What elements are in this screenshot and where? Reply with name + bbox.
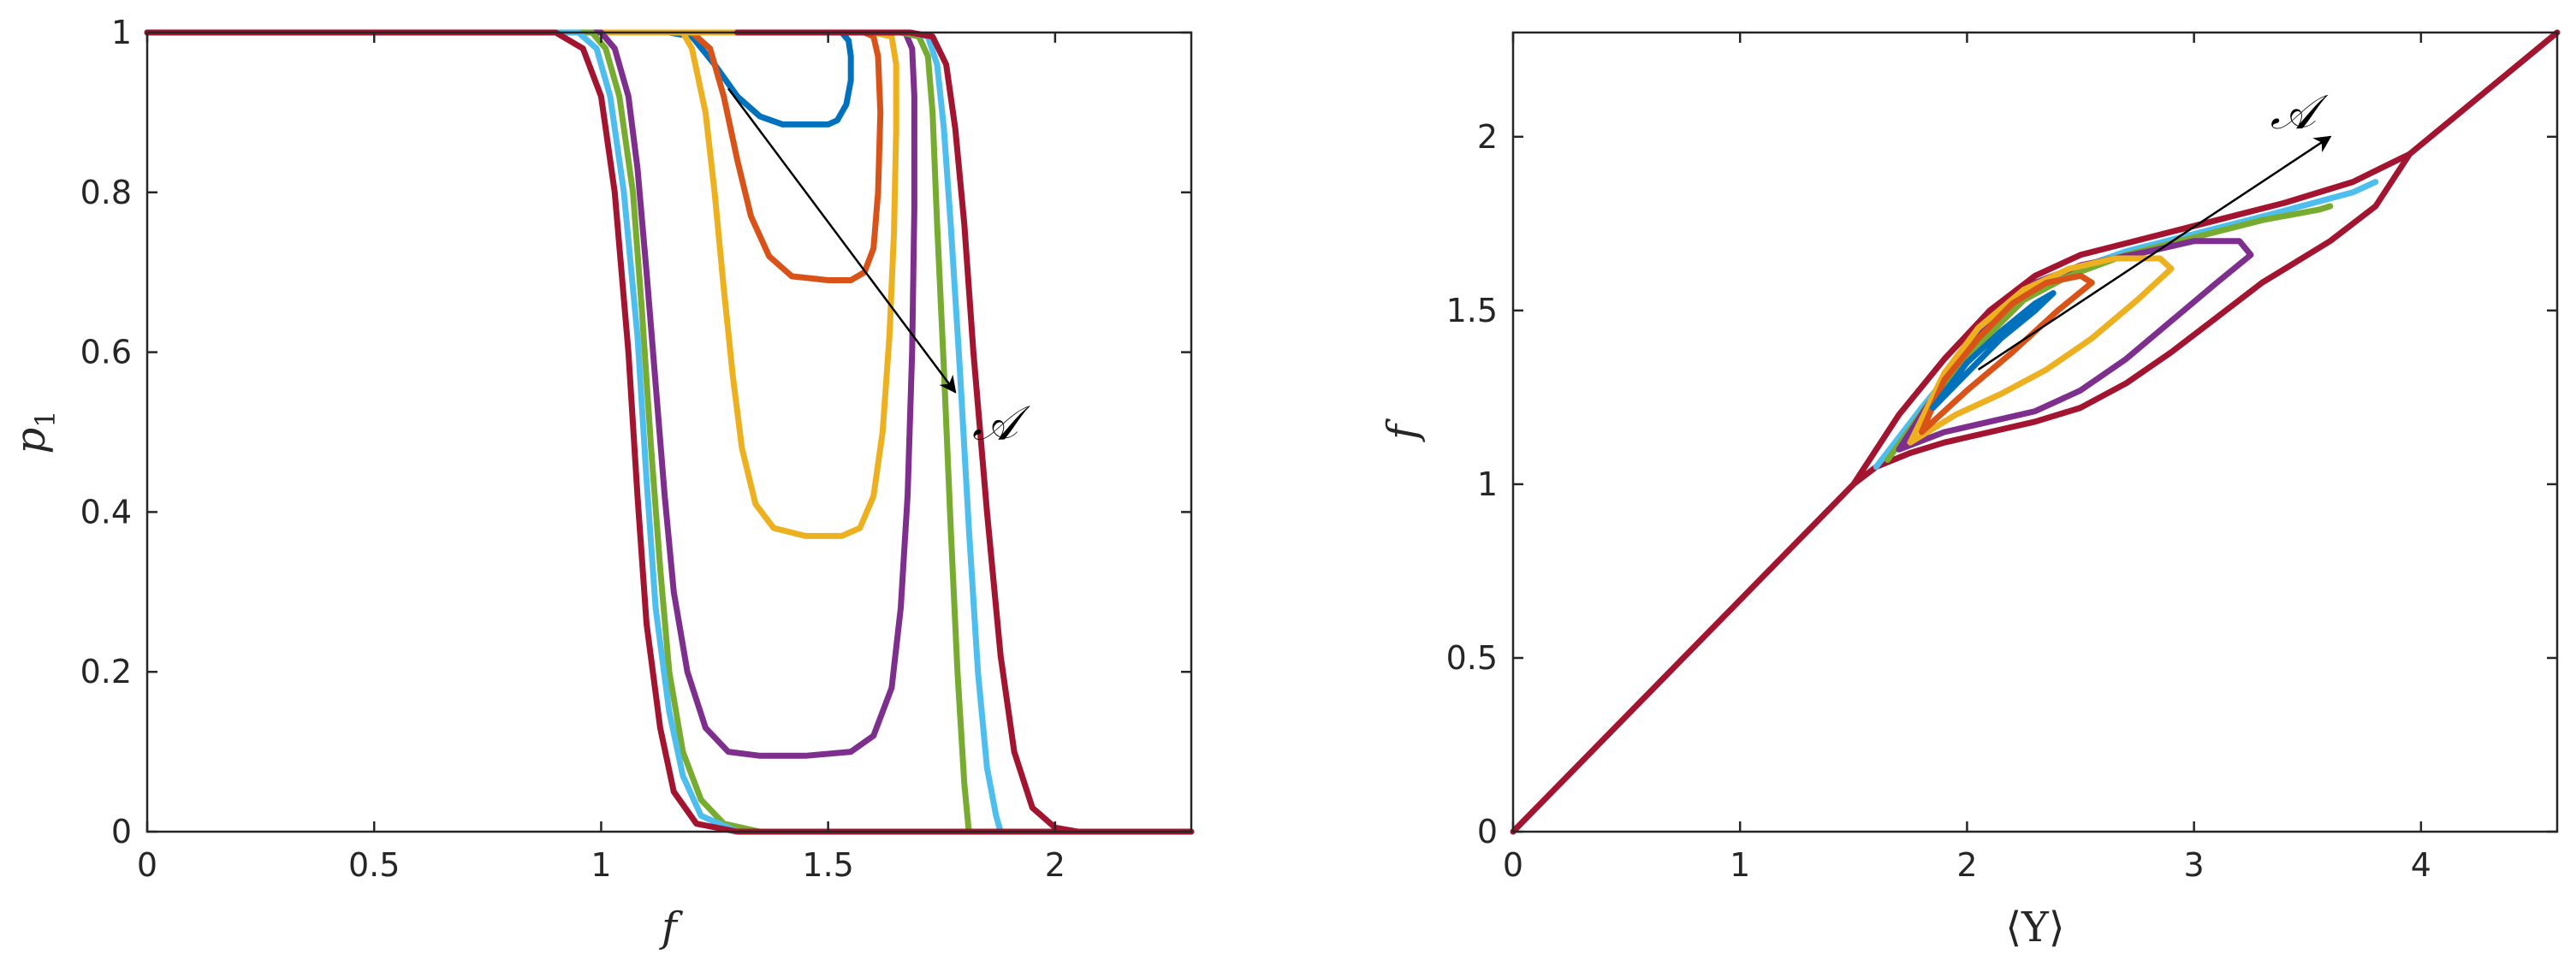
y-tick-label: 0.4 [80,493,132,530]
x-tick-label: 0 [1503,846,1523,884]
annotation-label: 𝒜 [972,395,1030,451]
series-line [1885,203,2334,463]
series-line [144,29,917,759]
x-tick-label: 2 [1956,846,1977,884]
x-axis-label: f [659,904,683,951]
y-axis-label: p1 [7,410,62,453]
x-tick-label: 2 [1045,846,1065,884]
annotation-arrow [1978,135,2332,370]
x-axis-label: ⟨Y⟩ [2005,904,2064,951]
y-axis-label-main: p [7,428,55,454]
y-tick-label: 0.5 [1446,639,1498,677]
y-tick-label: 0 [1477,813,1498,850]
x-tick-label: 1.5 [802,846,853,884]
x-tick-label: 0 [137,846,157,884]
series-line [144,29,972,835]
series-line [1873,179,2379,471]
y-tick-label: 0.2 [80,653,132,690]
annotation-arrow [727,87,957,394]
y-axis-label-main: f [1379,418,1427,442]
x-tick-label: 1 [591,846,611,884]
y-tick-label: 1 [111,14,132,51]
annotation-label: 𝒜 [2270,85,2329,140]
x-tick-label: 1 [1730,846,1750,884]
y-tick-label: 0.8 [80,174,132,211]
series-line [1918,272,2095,436]
series-line [1930,290,2057,412]
series-line [144,29,1004,835]
x-tick-label: 0.5 [348,846,400,884]
series-line [1510,29,2561,835]
right-chart-panel: 0 1 2 3 4 0 0.5 1 1.5 2 ⟨Y⟩ f 𝒜 [1379,29,2561,951]
y-tick-label: 0 [111,813,132,850]
series-line [1850,151,2413,488]
y-tick-label: 2 [1477,118,1498,156]
x-tick-label: 4 [2411,846,2431,884]
y-axis-label-subscript: 1 [29,410,62,427]
x-tick-label: 3 [2184,846,2205,884]
plot-frame [1511,31,2559,833]
series-line [144,29,899,539]
series-line [144,29,854,127]
plot-frame [145,31,1193,833]
series-line [1907,255,2175,446]
y-tick-label: 1.5 [1446,292,1498,329]
y-tick-label: 1 [1477,465,1498,503]
y-tick-label: 0.6 [80,334,132,371]
series-line [144,29,884,283]
y-axis-label: f [1379,418,1427,442]
